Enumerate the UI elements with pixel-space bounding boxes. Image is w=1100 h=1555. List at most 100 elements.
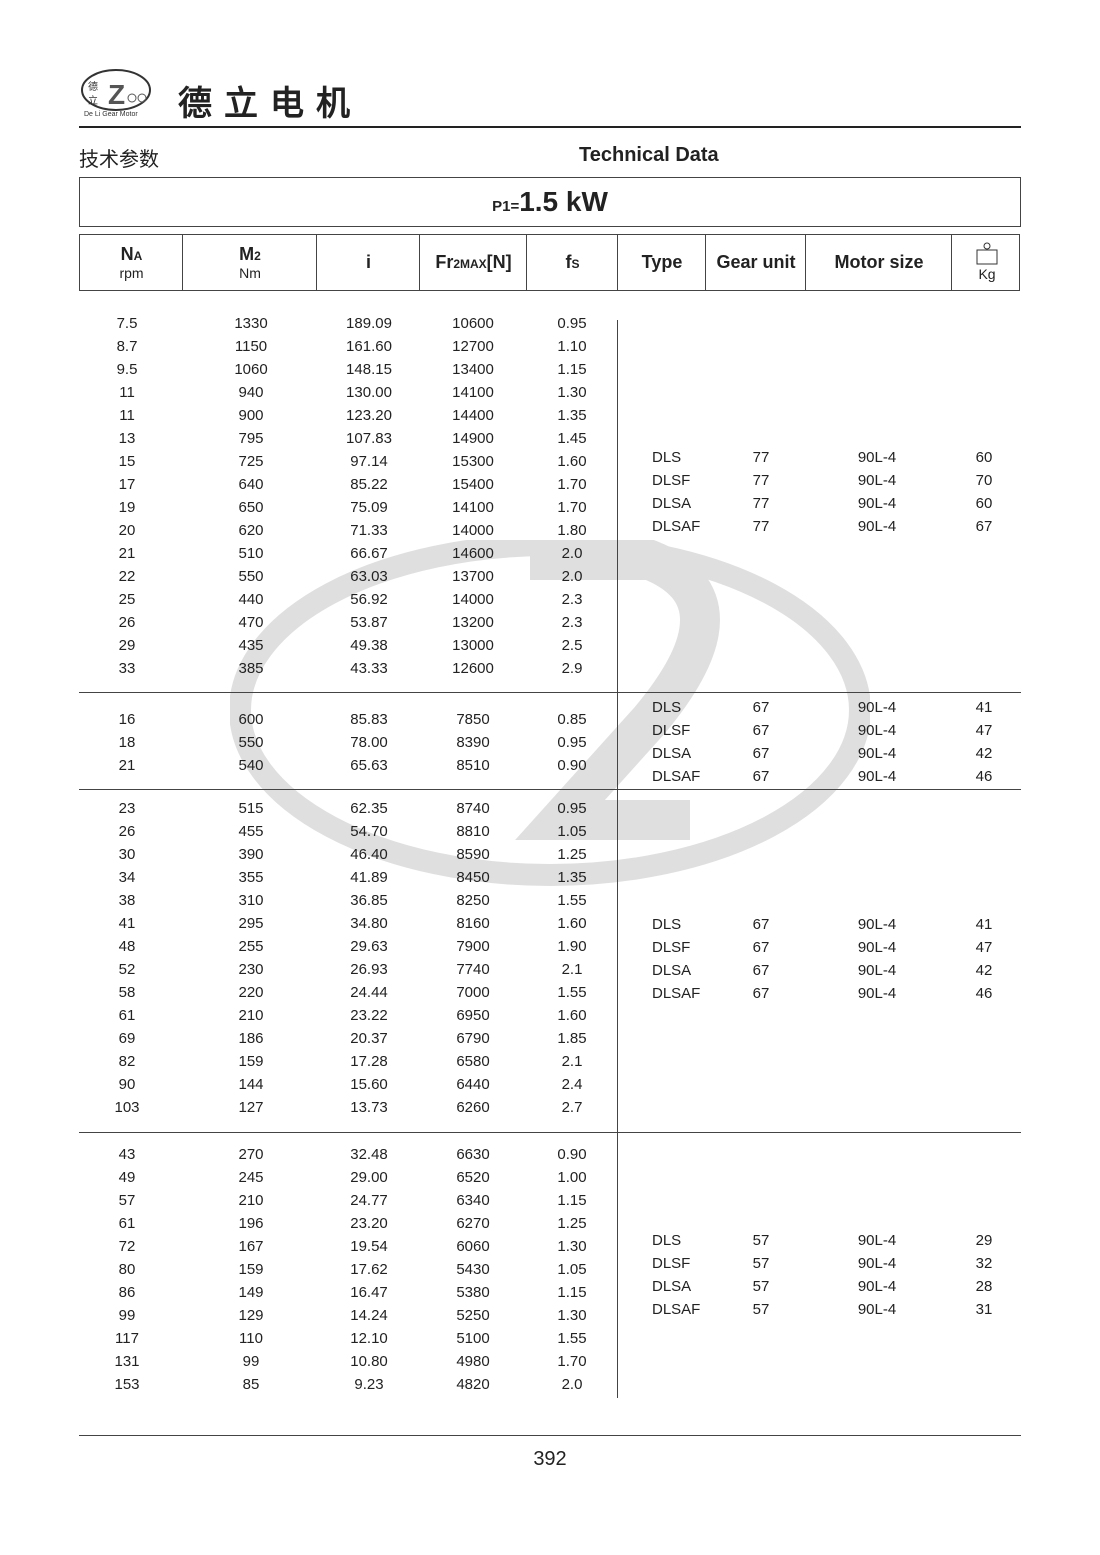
ratio-cell: 56.92 bbox=[350, 591, 388, 608]
torque-cell: 900 bbox=[238, 407, 264, 424]
torque-cell: 210 bbox=[238, 1192, 264, 1209]
service-factor-cell: 2.1 bbox=[561, 1053, 583, 1070]
torque-cell: 470 bbox=[238, 614, 264, 631]
column-header: Kg bbox=[951, 234, 1022, 290]
torque-cell: 310 bbox=[238, 892, 264, 909]
weight-cell: 42 bbox=[975, 962, 993, 979]
svg-text:Z: Z bbox=[108, 79, 125, 110]
torque-cell: 127 bbox=[238, 1099, 264, 1116]
ratio-cell: 12.10 bbox=[350, 1330, 388, 1347]
service-factor-cell: 1.05 bbox=[557, 823, 587, 840]
radial-force-cell: 6260 bbox=[456, 1099, 490, 1116]
torque-cell: 99 bbox=[242, 1353, 260, 1370]
column-header: Type bbox=[617, 234, 706, 290]
radial-force-cell: 5380 bbox=[456, 1284, 490, 1301]
watermark-logo bbox=[230, 540, 870, 886]
speed-cell: 23 bbox=[118, 800, 136, 817]
radial-force-cell: 6580 bbox=[456, 1053, 490, 1070]
speed-cell: 90 bbox=[118, 1076, 136, 1093]
radial-force-cell: 7000 bbox=[456, 984, 490, 1001]
ratio-cell: 23.20 bbox=[350, 1215, 388, 1232]
power-banner: P1=1.5 kW bbox=[79, 177, 1021, 227]
gear-unit-cell: 67 bbox=[752, 962, 770, 979]
ratio-cell: 130.00 bbox=[346, 384, 392, 401]
radial-force-cell: 5100 bbox=[456, 1330, 490, 1347]
speed-cell: 26 bbox=[118, 614, 136, 631]
service-factor-cell: 1.25 bbox=[557, 1215, 587, 1232]
ratio-cell: 10.80 bbox=[350, 1353, 388, 1370]
service-factor-cell: 1.60 bbox=[557, 915, 587, 932]
type-cell: DLS bbox=[652, 1232, 682, 1249]
radial-force-cell: 7900 bbox=[456, 938, 490, 955]
ratio-cell: 62.35 bbox=[350, 800, 388, 817]
speed-cell: 43 bbox=[118, 1146, 136, 1163]
speed-cell: 38 bbox=[118, 892, 136, 909]
type-cell: DLSF bbox=[652, 472, 691, 489]
speed-cell: 86 bbox=[118, 1284, 136, 1301]
radial-force-cell: 4980 bbox=[456, 1353, 490, 1370]
speed-cell: 61 bbox=[118, 1215, 136, 1232]
torque-cell: 1060 bbox=[234, 361, 268, 378]
type-cell: DLSF bbox=[652, 722, 691, 739]
motor-size-cell: 90L-4 bbox=[857, 472, 897, 489]
speed-cell: 20 bbox=[118, 522, 136, 539]
torque-cell: 159 bbox=[238, 1053, 264, 1070]
radial-force-cell: 14100 bbox=[452, 384, 494, 401]
ratio-cell: 26.93 bbox=[350, 961, 388, 978]
radial-force-cell: 15300 bbox=[452, 453, 494, 470]
radial-force-cell: 8250 bbox=[456, 892, 490, 909]
speed-cell: 61 bbox=[118, 1007, 136, 1024]
radial-force-cell: 5250 bbox=[456, 1307, 490, 1324]
weight-cell: 70 bbox=[975, 472, 993, 489]
service-factor-cell: 1.55 bbox=[557, 892, 587, 909]
service-factor-cell: 2.0 bbox=[561, 1376, 583, 1393]
torque-cell: 650 bbox=[238, 499, 264, 516]
gear-unit-cell: 67 bbox=[752, 722, 770, 739]
speed-cell: 16 bbox=[118, 711, 136, 728]
speed-cell: 9.5 bbox=[116, 361, 138, 378]
radial-force-cell: 6270 bbox=[456, 1215, 490, 1232]
speed-cell: 30 bbox=[118, 846, 136, 863]
radial-force-cell: 8740 bbox=[456, 800, 490, 817]
column-header: Fr2MAX[N] bbox=[419, 234, 527, 290]
weight-cell: 60 bbox=[975, 449, 993, 466]
service-factor-cell: 2.0 bbox=[561, 568, 583, 585]
radial-force-cell: 8510 bbox=[456, 757, 490, 774]
service-factor-cell: 1.30 bbox=[557, 384, 587, 401]
service-factor-cell: 0.85 bbox=[557, 711, 587, 728]
radial-force-cell: 14600 bbox=[452, 545, 494, 562]
torque-cell: 295 bbox=[238, 915, 264, 932]
ratio-cell: 43.33 bbox=[350, 660, 388, 677]
torque-cell: 1330 bbox=[234, 315, 268, 332]
radial-force-cell: 14000 bbox=[452, 591, 494, 608]
page-number: 392 bbox=[533, 1448, 567, 1470]
torque-cell: 110 bbox=[239, 1330, 263, 1347]
torque-cell: 210 bbox=[238, 1007, 264, 1024]
motor-size-cell: 90L-4 bbox=[857, 699, 897, 716]
gear-unit-cell: 57 bbox=[752, 1255, 770, 1272]
ratio-cell: 23.22 bbox=[350, 1007, 388, 1024]
service-factor-cell: 1.60 bbox=[557, 1007, 587, 1024]
speed-cell: 18 bbox=[118, 734, 136, 751]
speed-cell: 29 bbox=[118, 637, 136, 654]
weight-cell: 29 bbox=[975, 1232, 993, 1249]
speed-cell: 15 bbox=[118, 453, 136, 470]
gear-unit-cell: 67 bbox=[752, 985, 770, 1002]
ratio-cell: 34.80 bbox=[350, 915, 388, 932]
torque-cell: 144 bbox=[238, 1076, 264, 1093]
column-header: NA rpm bbox=[79, 234, 183, 290]
torque-cell: 435 bbox=[238, 637, 264, 654]
gear-unit-cell: 77 bbox=[752, 449, 770, 466]
ratio-cell: 161.60 bbox=[346, 338, 392, 355]
torque-cell: 550 bbox=[238, 734, 264, 751]
ratio-cell: 17.62 bbox=[350, 1261, 388, 1278]
table-header bbox=[79, 234, 1020, 291]
torque-cell: 230 bbox=[238, 961, 264, 978]
ratio-cell: 24.44 bbox=[350, 984, 388, 1001]
speed-cell: 80 bbox=[118, 1261, 136, 1278]
radial-force-cell: 12600 bbox=[452, 660, 494, 677]
gear-unit-cell: 67 bbox=[752, 745, 770, 762]
motor-size-cell: 90L-4 bbox=[857, 449, 897, 466]
service-factor-cell: 0.95 bbox=[557, 734, 587, 751]
ratio-cell: 65.63 bbox=[350, 757, 388, 774]
